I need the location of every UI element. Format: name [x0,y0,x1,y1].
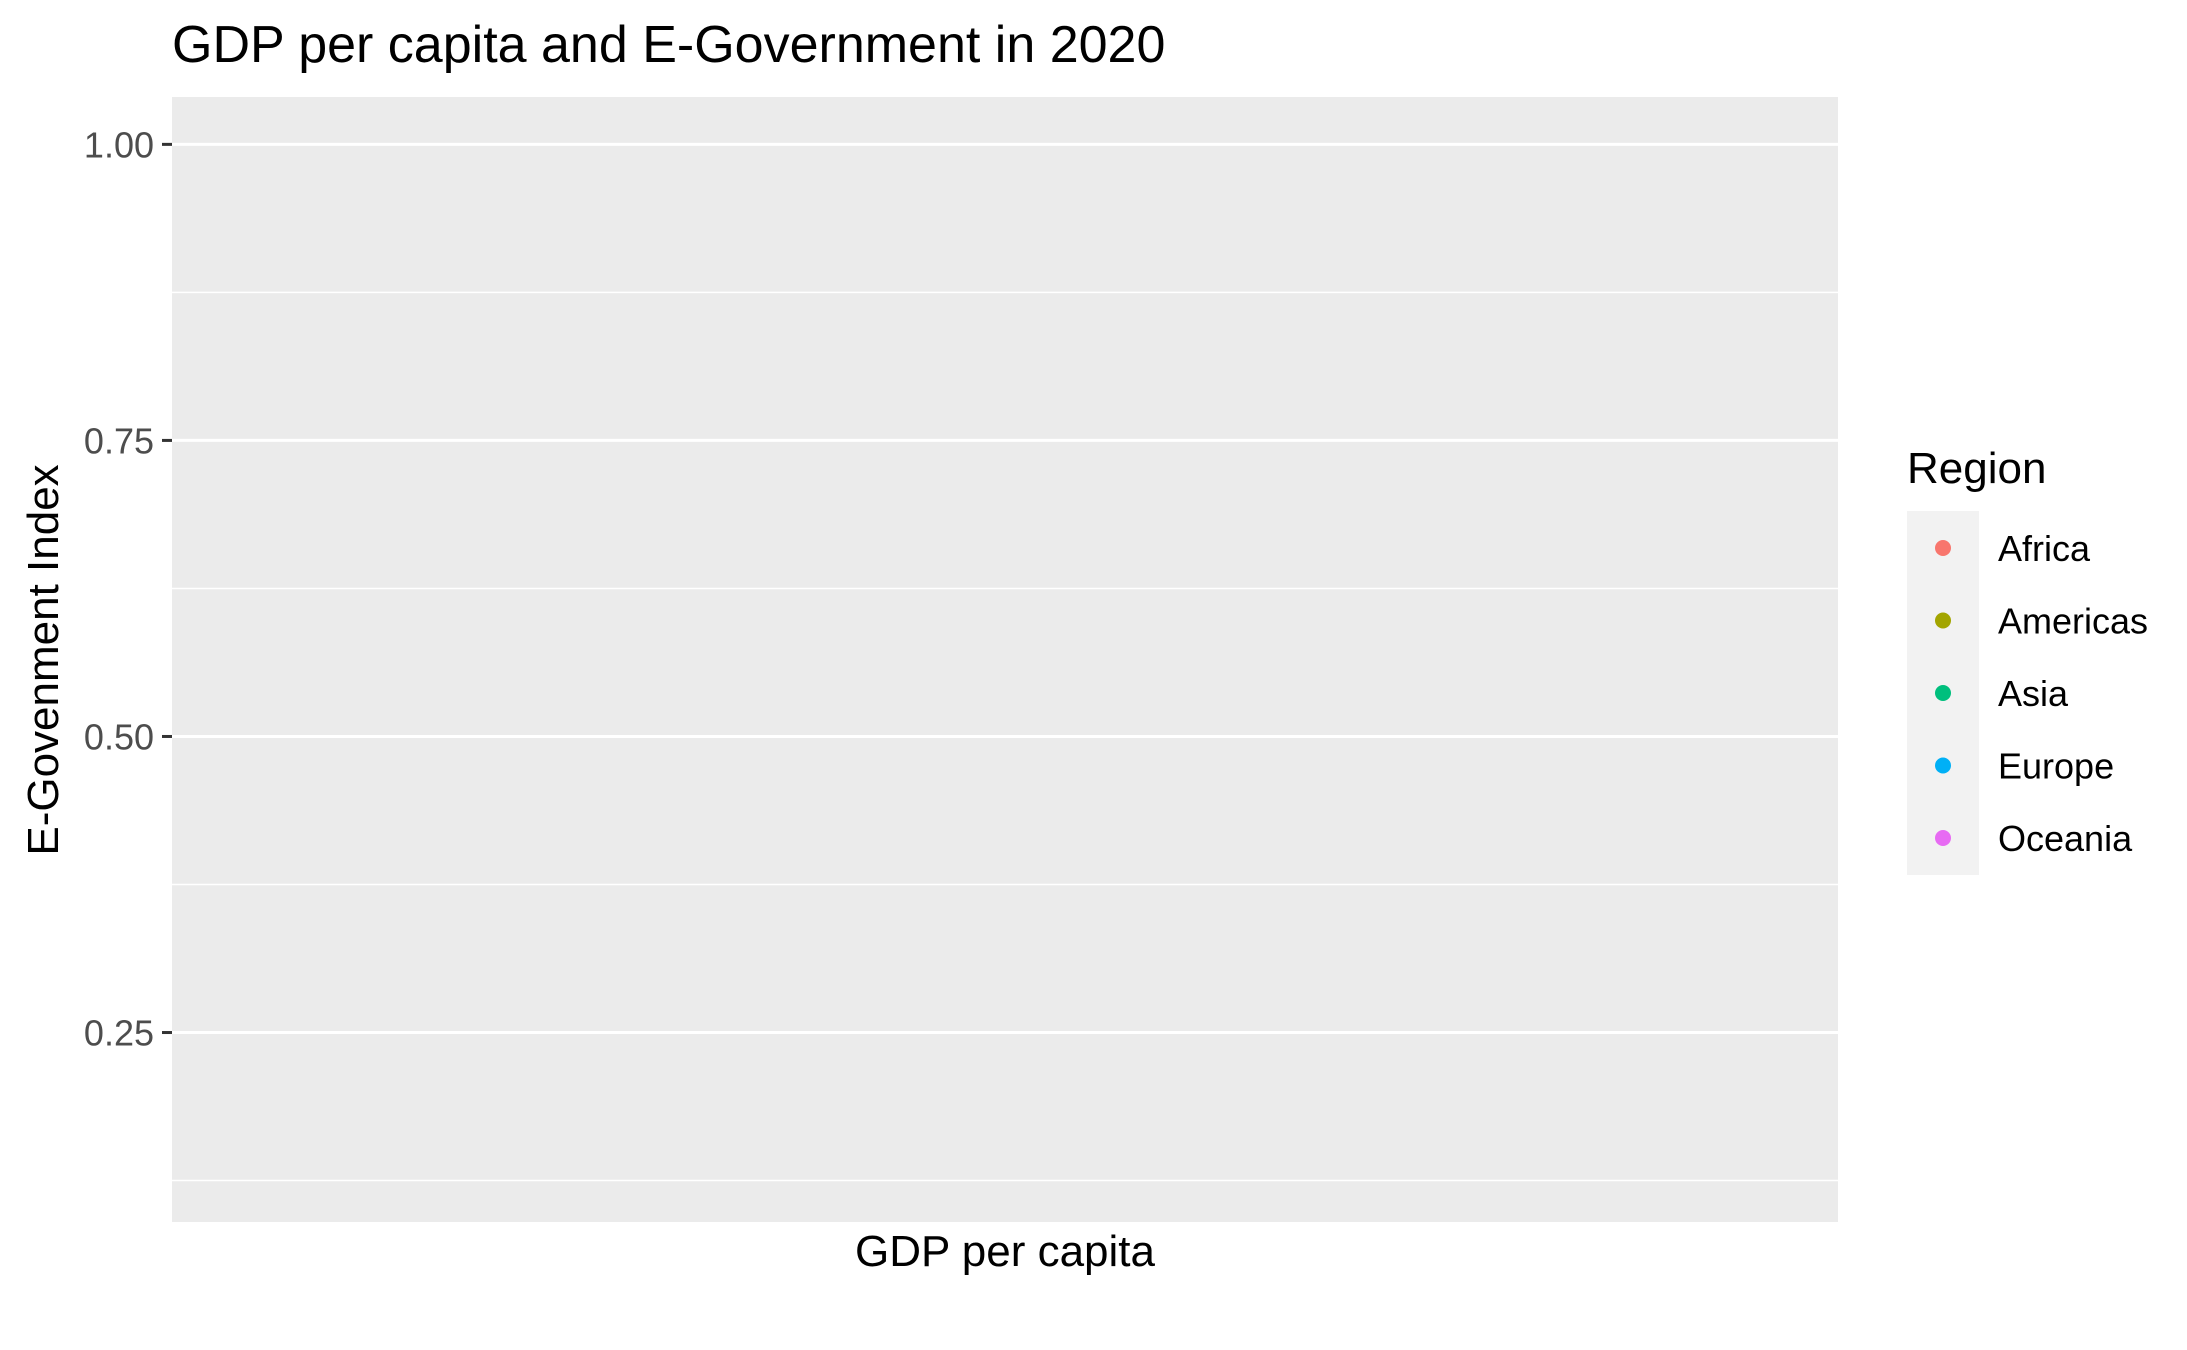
legend-key-americas [1935,612,1951,629]
legend-key-oceania [1935,830,1951,846]
legend: Region Africa Americas Asia Europe Oceania [1907,444,2148,875]
y-tick-label: 0.25 [84,1013,154,1054]
y-axis: 0.25 0.50 0.75 1.00 [84,124,172,1054]
legend-label-asia: Asia [1998,673,2069,714]
legend-key-europe [1935,757,1951,774]
chart-title: GDP per capita and E-Government in 2020 [172,16,1165,74]
legend-key-africa [1935,540,1951,556]
legend-label-europe: Europe [1998,746,2114,787]
legend-label-oceania: Oceania [1998,818,2133,859]
legend-label-africa: Africa [1998,528,2091,569]
y-axis-title: E-Govenment Index [19,464,68,855]
plot-panel [172,97,1838,1222]
y-tick-label: 1.00 [84,124,154,165]
legend-title: Region [1907,444,2046,493]
y-tick-label: 0.50 [84,716,154,757]
y-tick-label: 0.75 [84,420,154,461]
grid [172,142,1838,1182]
legend-entries: Africa Americas Asia Europe Oceania [1935,528,2148,859]
legend-label-americas: Americas [1998,601,2148,642]
legend-key-asia [1935,685,1951,701]
x-axis-title: GDP per capita [855,1227,1156,1276]
